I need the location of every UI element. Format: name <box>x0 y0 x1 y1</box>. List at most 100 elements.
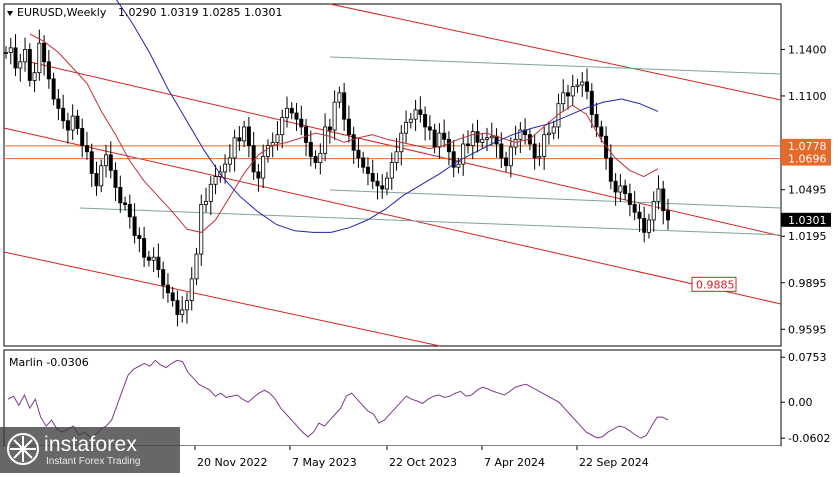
candle-body <box>89 151 94 174</box>
indicator-label: Marlin -0.0306 <box>9 356 89 369</box>
candle-body <box>580 81 585 86</box>
candle-body <box>623 185 628 195</box>
instaforex-logo-icon <box>7 433 39 465</box>
candle-body <box>442 132 447 140</box>
candle-body <box>213 176 218 185</box>
collapse-triangle-icon[interactable] <box>7 11 13 16</box>
candle-body <box>599 126 604 137</box>
candle-body <box>332 101 337 131</box>
candle-body <box>299 118 304 128</box>
candle-body <box>575 84 580 88</box>
candle-body <box>61 107 66 122</box>
candle-body <box>256 171 261 179</box>
candle-body <box>499 143 504 159</box>
candle-body <box>370 173 375 182</box>
candle-body <box>18 61 23 69</box>
candle-body <box>8 47 13 53</box>
candle-body <box>589 90 594 115</box>
candle-body <box>461 143 466 165</box>
candle-body <box>656 188 661 202</box>
candle-body <box>594 114 599 128</box>
channel-line <box>3 127 782 305</box>
candle-body <box>585 81 590 92</box>
candle-body <box>304 126 309 143</box>
candle-body <box>646 219 651 233</box>
candle-body <box>437 132 442 148</box>
candle-body <box>42 42 47 63</box>
candle-body <box>280 117 285 136</box>
candle-body <box>618 185 623 193</box>
price-tick-label: 0.9595 <box>788 323 827 336</box>
time-tick-label: 20 Nov 2022 <box>197 456 267 469</box>
price-tick-label: 1.1400 <box>788 43 827 56</box>
level-price-label: 1.0696 <box>788 153 827 166</box>
candle-body <box>104 154 109 167</box>
candle-body <box>613 180 618 193</box>
candle-body <box>632 204 637 213</box>
brand-name: instaforex <box>44 433 138 456</box>
candle-body <box>23 49 28 63</box>
candle-body <box>123 202 128 205</box>
time-tick-label: 7 May 2023 <box>292 456 357 469</box>
candle-body <box>294 112 299 120</box>
candle-body <box>189 278 194 301</box>
candle-body <box>170 292 175 301</box>
trend-line <box>79 207 782 236</box>
candle-body <box>546 132 551 136</box>
candle-body <box>194 253 199 280</box>
candle-body <box>223 163 228 173</box>
candle-body <box>37 42 42 74</box>
candle-body <box>113 169 118 188</box>
candle-body <box>418 109 423 115</box>
candle-body <box>470 131 475 146</box>
candle-body <box>342 92 347 120</box>
candle-body <box>99 165 104 187</box>
candle-body <box>289 107 294 114</box>
candle-body <box>337 92 342 103</box>
level-price-box <box>781 138 831 153</box>
target-price-box <box>691 276 737 292</box>
price-tick-label: 1.1100 <box>788 90 827 103</box>
candle-body <box>27 49 32 81</box>
candle-body <box>642 218 647 233</box>
candle-body <box>70 115 75 131</box>
level-price-label: 1.0778 <box>788 140 827 153</box>
target-price-label: 0.9885 <box>696 278 735 291</box>
candle-body <box>165 284 170 294</box>
candle-body <box>446 138 451 153</box>
candle-body <box>504 157 509 167</box>
candle-body <box>565 92 570 97</box>
trend-line <box>329 56 782 75</box>
indicator-plot <box>7 359 669 439</box>
price-tick-label: 1.0495 <box>788 184 827 197</box>
candle-body <box>184 300 189 311</box>
ma-slow-line <box>115 0 659 233</box>
candle-body <box>423 114 428 128</box>
candle-body <box>608 157 613 182</box>
time-axis: 20 Nov 2022 7 May 2023 22 Oct 2023 7 Apr 20… <box>194 446 649 469</box>
candle-body <box>485 137 490 140</box>
candle-body <box>318 152 323 163</box>
candle-body <box>651 200 656 221</box>
time-tick-label: 22 Sep 2024 <box>579 456 649 469</box>
candle-body <box>375 180 380 187</box>
brand-tagline: Instant Forex Trading <box>46 456 141 467</box>
candle-body <box>518 129 523 140</box>
candle-body <box>94 173 99 187</box>
candle-body <box>380 185 385 190</box>
candle-body <box>4 52 9 54</box>
candle-body <box>261 155 266 179</box>
candle-body <box>308 142 313 157</box>
candle-body <box>394 151 399 163</box>
candle-body <box>385 177 390 190</box>
candle-body <box>404 121 409 134</box>
candle-body <box>480 138 485 143</box>
candle-body <box>227 157 232 165</box>
candle-body <box>75 115 80 129</box>
candle-body <box>489 135 494 139</box>
candle-body <box>661 188 666 212</box>
candle-body <box>313 155 318 163</box>
candle-body <box>151 256 156 261</box>
candle-body <box>604 135 609 159</box>
channel-line <box>329 3 782 101</box>
